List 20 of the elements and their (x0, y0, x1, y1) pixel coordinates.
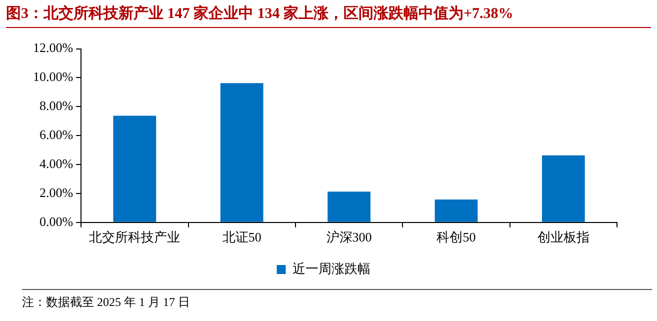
text: 注：数据截至 2025 年 1 月 17 日 (22, 289, 652, 311)
bar (220, 83, 264, 222)
x-tick-label: 创业板指 (537, 230, 590, 245)
y-tick-label: 10.00% (32, 69, 74, 84)
y-tick-label: 4.00% (39, 156, 74, 171)
bar (328, 192, 370, 222)
bar (542, 155, 585, 222)
x-tick-label: 科创50 (436, 230, 476, 245)
legend-label: 近一周涨跌幅 (292, 260, 370, 276)
y-tick-label: 0.00% (39, 214, 74, 229)
y-tick-label: 12.00% (32, 40, 74, 56)
x-tick-label: 北证50 (222, 230, 262, 245)
y-tick-label: 8.00% (39, 98, 74, 114)
y-tick-label: 2.00% (39, 184, 74, 200)
x-tick-label: 北交所科技产业 (89, 230, 180, 245)
bar (113, 116, 156, 222)
bar (434, 200, 478, 222)
y-tick-label: 6.00% (39, 127, 74, 142)
chart-title: 图3：北交所科技新产业 147 家企业中 134 家上涨，区间涨跌幅中值为+7.38% (6, 4, 651, 28)
x-tick-label: 沪深300 (326, 230, 372, 245)
